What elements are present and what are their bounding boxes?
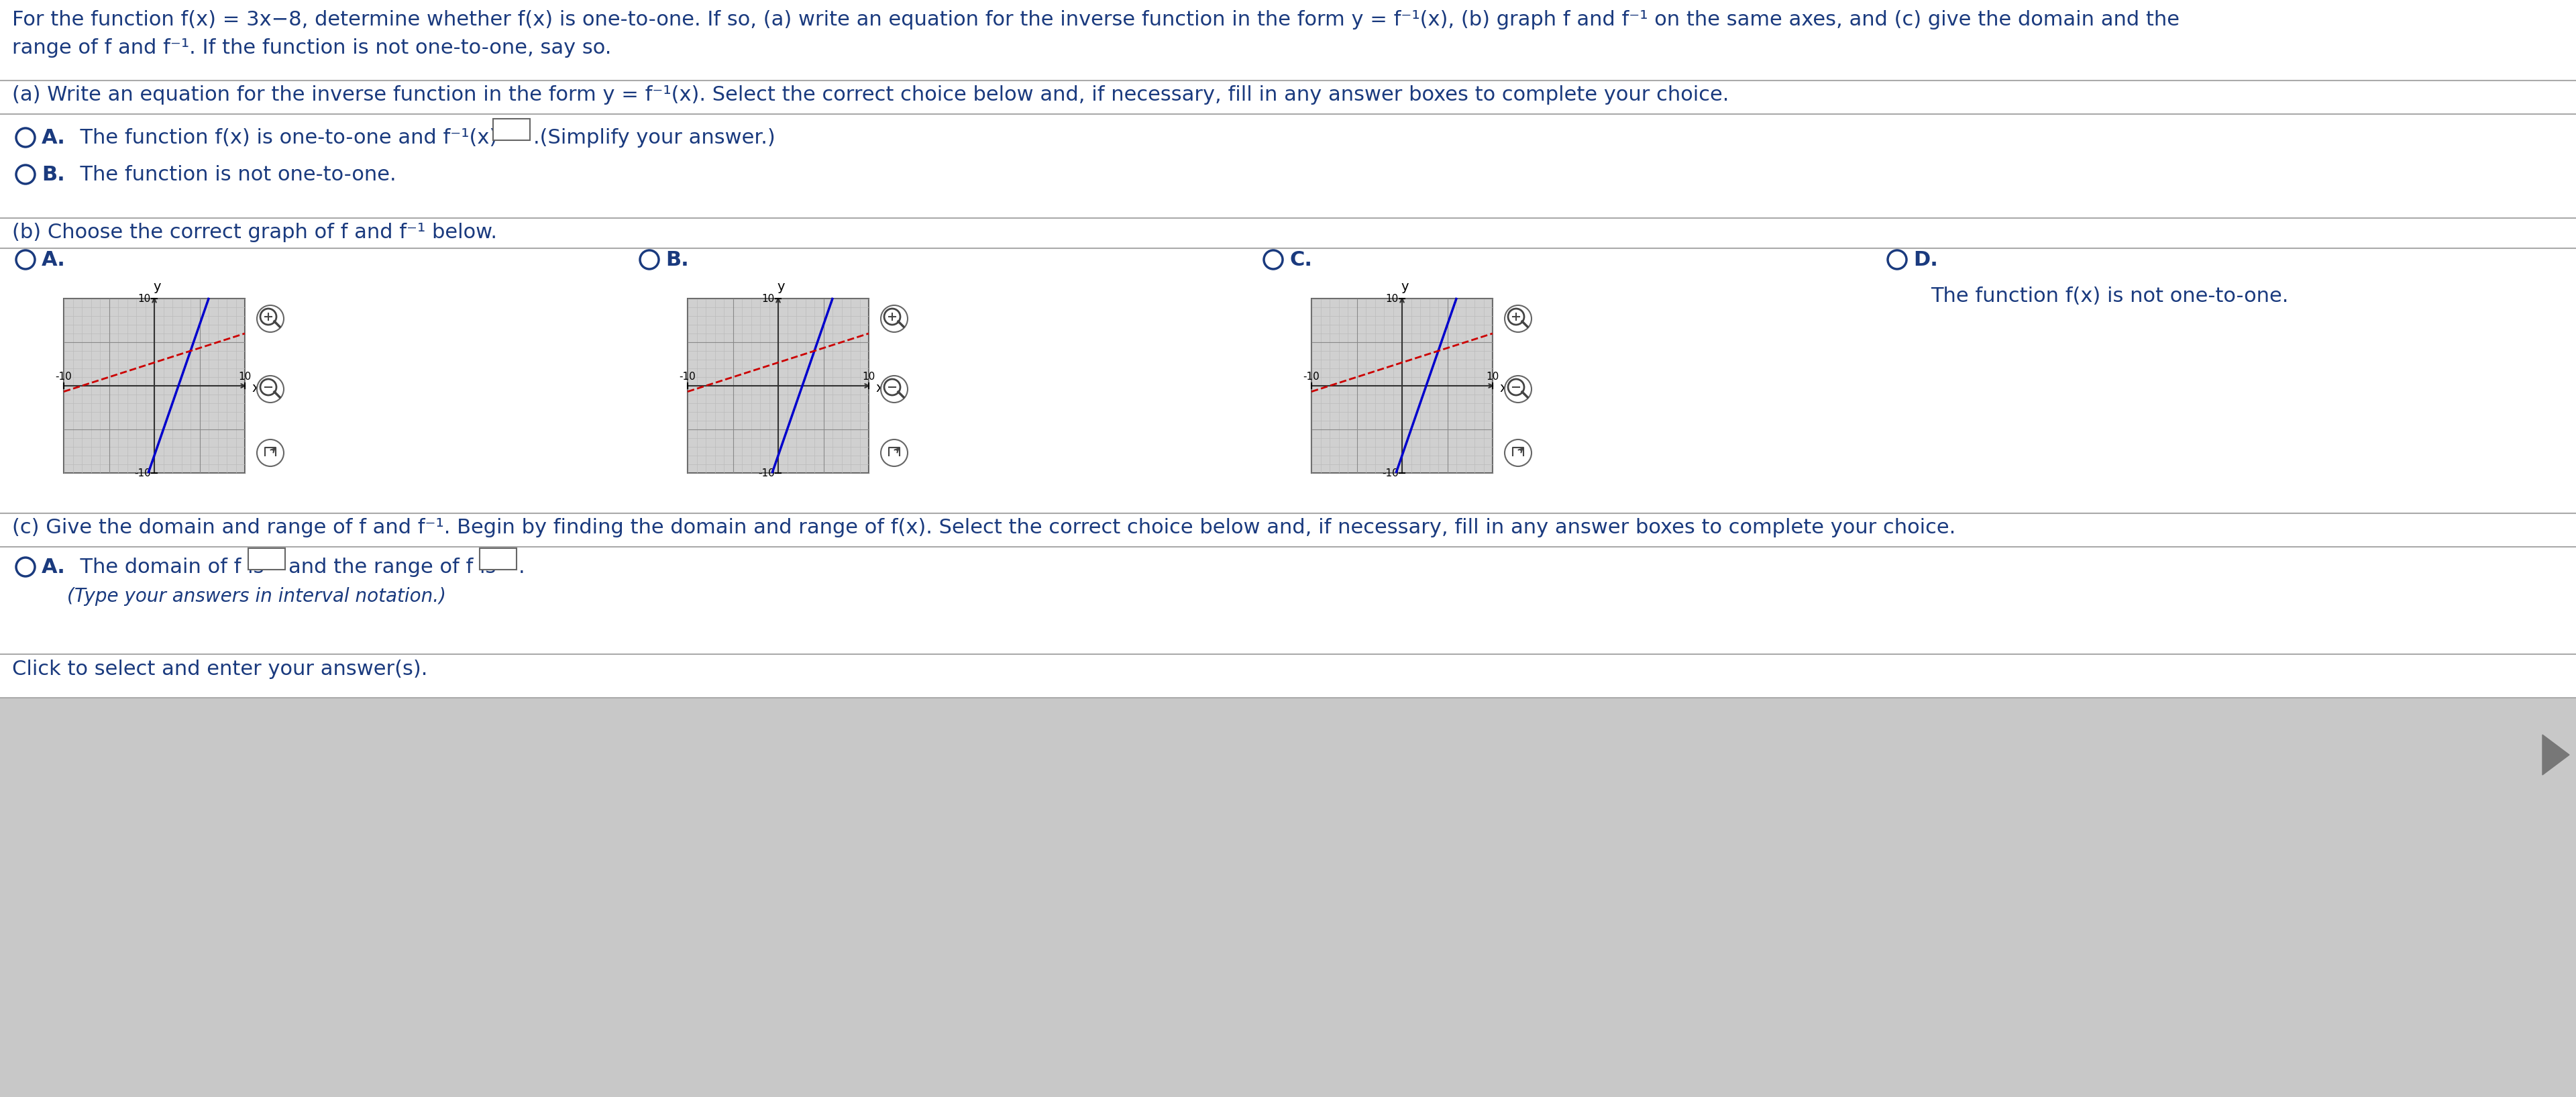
Text: (a) Write an equation for the inverse function in the form y = f⁻¹(x). Select th: (a) Write an equation for the inverse fu… [13,86,1728,104]
Text: range of f and f⁻¹. If the function is not one-to-one, say so.: range of f and f⁻¹. If the function is n… [13,38,611,58]
Circle shape [881,376,907,403]
Text: 10: 10 [1386,294,1399,304]
Text: -10: -10 [1383,468,1399,478]
FancyBboxPatch shape [0,546,2576,654]
Text: The function is not one-to-one.: The function is not one-to-one. [67,165,397,184]
Text: A.: A. [41,128,64,148]
Text: y: y [152,281,160,293]
Text: x: x [876,382,884,394]
Text: (b) Choose the correct graph of f and f⁻¹ below.: (b) Choose the correct graph of f and f⁻… [13,223,497,242]
FancyBboxPatch shape [492,118,531,140]
Circle shape [881,440,907,466]
Text: 10: 10 [762,294,775,304]
FancyBboxPatch shape [247,548,286,569]
FancyBboxPatch shape [64,298,245,473]
Text: -10: -10 [757,468,775,478]
Text: A.: A. [41,250,64,270]
Text: (Type your answers in interval notation.): (Type your answers in interval notation.… [67,587,446,606]
Circle shape [1504,376,1533,403]
Text: 10: 10 [1486,372,1499,382]
Text: -10: -10 [1303,372,1319,382]
FancyBboxPatch shape [0,0,2576,80]
FancyBboxPatch shape [0,513,2576,546]
Text: -10: -10 [57,372,72,382]
Text: (c) Give the domain and range of f and f⁻¹. Begin by finding the domain and rang: (c) Give the domain and range of f and f… [13,518,1955,538]
Text: The function f(x) is one-to-one and f⁻¹(x) =: The function f(x) is one-to-one and f⁻¹(… [67,128,520,148]
Text: 10: 10 [240,372,252,382]
FancyBboxPatch shape [0,698,2576,1097]
Text: 10: 10 [863,372,876,382]
Circle shape [1504,440,1533,466]
Text: B.: B. [665,250,688,270]
Polygon shape [2543,735,2568,774]
Text: D.: D. [1914,250,1937,270]
Text: C.: C. [1291,250,1311,270]
Circle shape [1504,305,1533,332]
Text: Click to select and enter your answer(s).: Click to select and enter your answer(s)… [13,659,428,679]
Circle shape [258,376,283,403]
Text: A.: A. [41,557,64,577]
Text: y: y [778,281,786,293]
FancyBboxPatch shape [0,654,2576,698]
Text: .: . [518,557,526,577]
FancyBboxPatch shape [0,218,2576,248]
Text: -10: -10 [134,468,152,478]
Text: x: x [252,382,260,394]
FancyBboxPatch shape [479,548,518,569]
FancyBboxPatch shape [0,114,2576,218]
Text: .(Simplify your answer.): .(Simplify your answer.) [533,128,775,148]
FancyBboxPatch shape [0,80,2576,114]
Text: The function f(x) is not one-to-one.: The function f(x) is not one-to-one. [1929,286,2287,306]
Text: y: y [1401,281,1409,293]
Text: 10: 10 [139,294,152,304]
Text: x: x [1499,382,1507,394]
FancyBboxPatch shape [0,248,2576,513]
Text: For the function f(x) = 3x−8, determine whether f(x) is one-to-one. If so, (a) w: For the function f(x) = 3x−8, determine … [13,10,2179,30]
Circle shape [881,305,907,332]
Text: B.: B. [41,165,64,184]
FancyBboxPatch shape [1311,298,1492,473]
Text: and the range of f is: and the range of f is [289,557,497,577]
Text: The domain of f is: The domain of f is [67,557,263,577]
Circle shape [258,305,283,332]
Text: -10: -10 [680,372,696,382]
FancyBboxPatch shape [688,298,868,473]
Circle shape [258,440,283,466]
